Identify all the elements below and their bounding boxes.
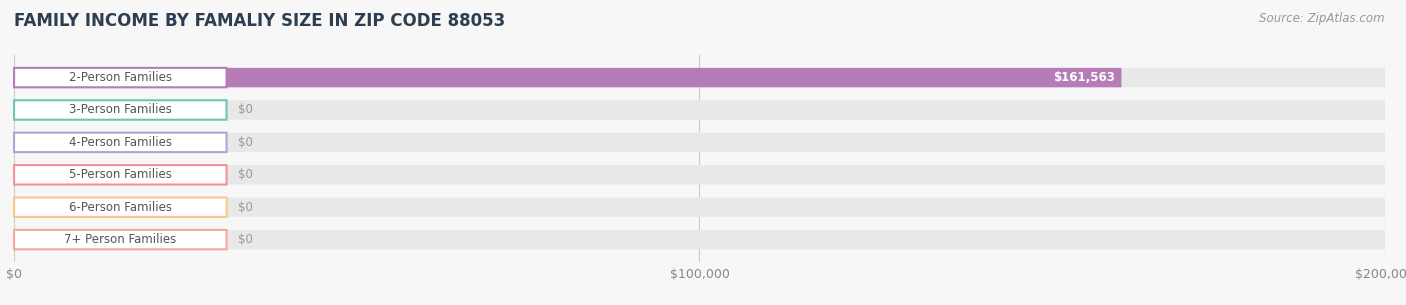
- FancyBboxPatch shape: [14, 100, 226, 120]
- FancyBboxPatch shape: [14, 198, 1385, 217]
- FancyBboxPatch shape: [14, 100, 1385, 120]
- FancyBboxPatch shape: [14, 230, 226, 249]
- FancyBboxPatch shape: [14, 68, 226, 87]
- Text: $0: $0: [238, 136, 253, 149]
- Text: $161,563: $161,563: [1053, 71, 1115, 84]
- Text: 6-Person Families: 6-Person Families: [69, 201, 172, 214]
- Text: FAMILY INCOME BY FAMALIY SIZE IN ZIP CODE 88053: FAMILY INCOME BY FAMALIY SIZE IN ZIP COD…: [14, 12, 505, 30]
- FancyBboxPatch shape: [14, 165, 1385, 185]
- FancyBboxPatch shape: [14, 133, 226, 152]
- FancyBboxPatch shape: [14, 230, 1385, 249]
- FancyBboxPatch shape: [14, 68, 1385, 87]
- Text: 4-Person Families: 4-Person Families: [69, 136, 172, 149]
- Text: $0: $0: [238, 168, 253, 181]
- Text: Source: ZipAtlas.com: Source: ZipAtlas.com: [1260, 12, 1385, 25]
- Text: $0: $0: [238, 233, 253, 246]
- FancyBboxPatch shape: [14, 165, 226, 185]
- Text: $0: $0: [238, 201, 253, 214]
- Text: 3-Person Families: 3-Person Families: [69, 103, 172, 117]
- Text: 5-Person Families: 5-Person Families: [69, 168, 172, 181]
- Text: 2-Person Families: 2-Person Families: [69, 71, 172, 84]
- Text: 7+ Person Families: 7+ Person Families: [65, 233, 176, 246]
- FancyBboxPatch shape: [14, 68, 1122, 87]
- FancyBboxPatch shape: [14, 133, 1385, 152]
- Text: $0: $0: [238, 103, 253, 117]
- FancyBboxPatch shape: [14, 198, 226, 217]
